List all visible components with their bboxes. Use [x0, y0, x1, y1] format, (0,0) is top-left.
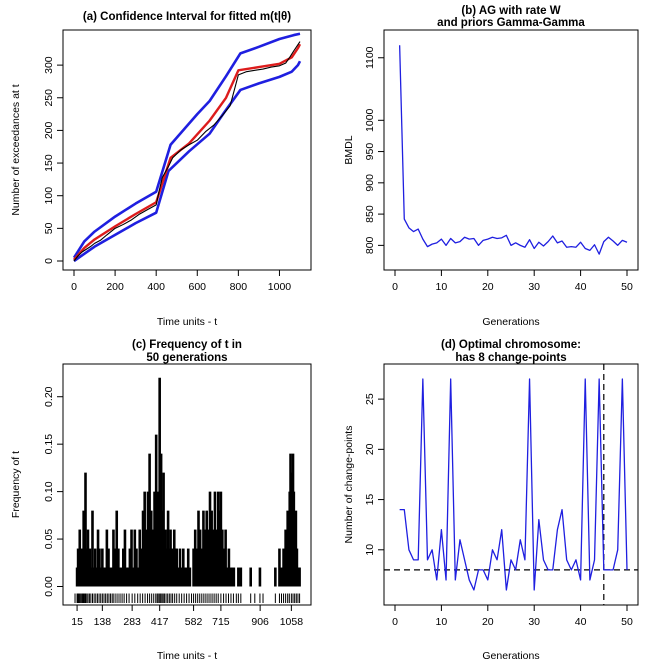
x-tick-label: 417: [151, 616, 169, 628]
x-tick-label: 715: [212, 616, 230, 628]
data-layer: [74, 377, 301, 603]
x-tick-label: 200: [106, 281, 124, 293]
x-tick-label: 906: [251, 616, 269, 628]
y-tick-label: 1100: [364, 46, 376, 69]
y-axis-label: Number of exceedances at t: [10, 84, 22, 215]
y-tick-label: 300: [43, 56, 55, 74]
y-tick-label: 900: [364, 174, 376, 192]
y-tick-label: 200: [43, 121, 55, 139]
chart-subtitle: has 8 change-points: [455, 352, 566, 364]
y-tick-label: 100: [43, 187, 55, 205]
y-axis-label: BMDL: [343, 135, 355, 164]
x-tick-label: 40: [575, 616, 587, 628]
plot-frame: [62, 29, 312, 271]
x-axis-label: Time units - t: [157, 316, 217, 328]
chart-subtitle: and priors Gamma-Gamma: [437, 17, 585, 29]
data-layer: [398, 45, 628, 255]
y-tick-label: 0.05: [43, 529, 55, 550]
x-tick-label: 0: [71, 281, 77, 293]
plot-frame: [383, 363, 639, 606]
x-tick-label: 30: [528, 616, 540, 628]
plot-frame: [383, 29, 639, 271]
x-tick-label: 40: [575, 281, 587, 293]
x-tick-label: 283: [123, 616, 141, 628]
x-tick-label: 50: [621, 616, 633, 628]
panel-d-change-points-by-generation: (d) Optimal chromosome:has 8 change-poin…: [343, 339, 639, 662]
chart-title: (a) Confidence Interval for fitted m(t|θ…: [83, 11, 291, 23]
x-tick-label: 582: [185, 616, 203, 628]
y-tick-label: 800: [364, 236, 376, 254]
x-axis-label: Generations: [482, 650, 539, 662]
x-tick-label: 800: [230, 281, 248, 293]
panel-a-fitted-confidence-interval: (a) Confidence Interval for fitted m(t|θ…: [10, 11, 312, 328]
series-line-upper-bound: [72, 32, 301, 259]
y-tick-label: 0.00: [43, 576, 55, 597]
x-tick-label: 1000: [268, 281, 292, 293]
series-line: [399, 378, 628, 591]
y-tick-label: 50: [43, 222, 55, 234]
y-tick-label: 950: [364, 143, 376, 161]
x-tick-label: 0: [392, 281, 398, 293]
x-tick-label: 10: [436, 616, 448, 628]
chart-title: (b) AG with rate W: [461, 5, 560, 17]
x-tick-label: 20: [482, 616, 494, 628]
x-tick-label: 400: [147, 281, 165, 293]
y-tick-label: 0.15: [43, 434, 55, 455]
x-tick-label: 600: [189, 281, 207, 293]
y-tick-label: 0: [43, 258, 55, 264]
x-tick-label: 30: [528, 281, 540, 293]
y-tick-label: 150: [43, 154, 55, 172]
x-tick-label: 138: [94, 616, 112, 628]
data-layer: [384, 364, 638, 605]
y-axis-label: Number of change-points: [343, 426, 355, 544]
y-axis-label: Frequency of t: [10, 451, 22, 518]
chart-title: (c) Frequency of t in: [132, 339, 242, 351]
data-layer: [72, 32, 302, 263]
chart-subtitle: 50 generations: [146, 352, 227, 364]
chart-title: (d) Optimal chromosome:: [441, 339, 581, 351]
series-line-fitted-m-t-: [73, 43, 302, 261]
x-tick-label: 20: [482, 281, 494, 293]
y-tick-label: 250: [43, 89, 55, 107]
y-tick-label: 850: [364, 205, 376, 223]
x-tick-label: 50: [621, 281, 633, 293]
y-tick-label: 1000: [364, 108, 376, 132]
plot-frame: [62, 363, 312, 606]
y-tick-label: 0.20: [43, 386, 55, 407]
series-line-observed: [73, 41, 301, 262]
series-line: [398, 45, 628, 255]
series-line-lower-bound: [73, 60, 302, 263]
x-tick-label: 10: [436, 281, 448, 293]
x-tick-label: 1058: [280, 616, 304, 628]
y-tick-label: 10: [364, 544, 376, 556]
y-tick-label: 0.10: [43, 481, 55, 502]
y-tick-label: 20: [364, 443, 376, 455]
x-axis-label: Time units - t: [157, 650, 217, 662]
x-axis-label: Generations: [482, 316, 539, 328]
x-tick-label: 15: [71, 616, 83, 628]
y-tick-label: 25: [364, 393, 376, 405]
x-tick-label: 0: [392, 616, 398, 628]
y-tick-label: 15: [364, 494, 376, 506]
